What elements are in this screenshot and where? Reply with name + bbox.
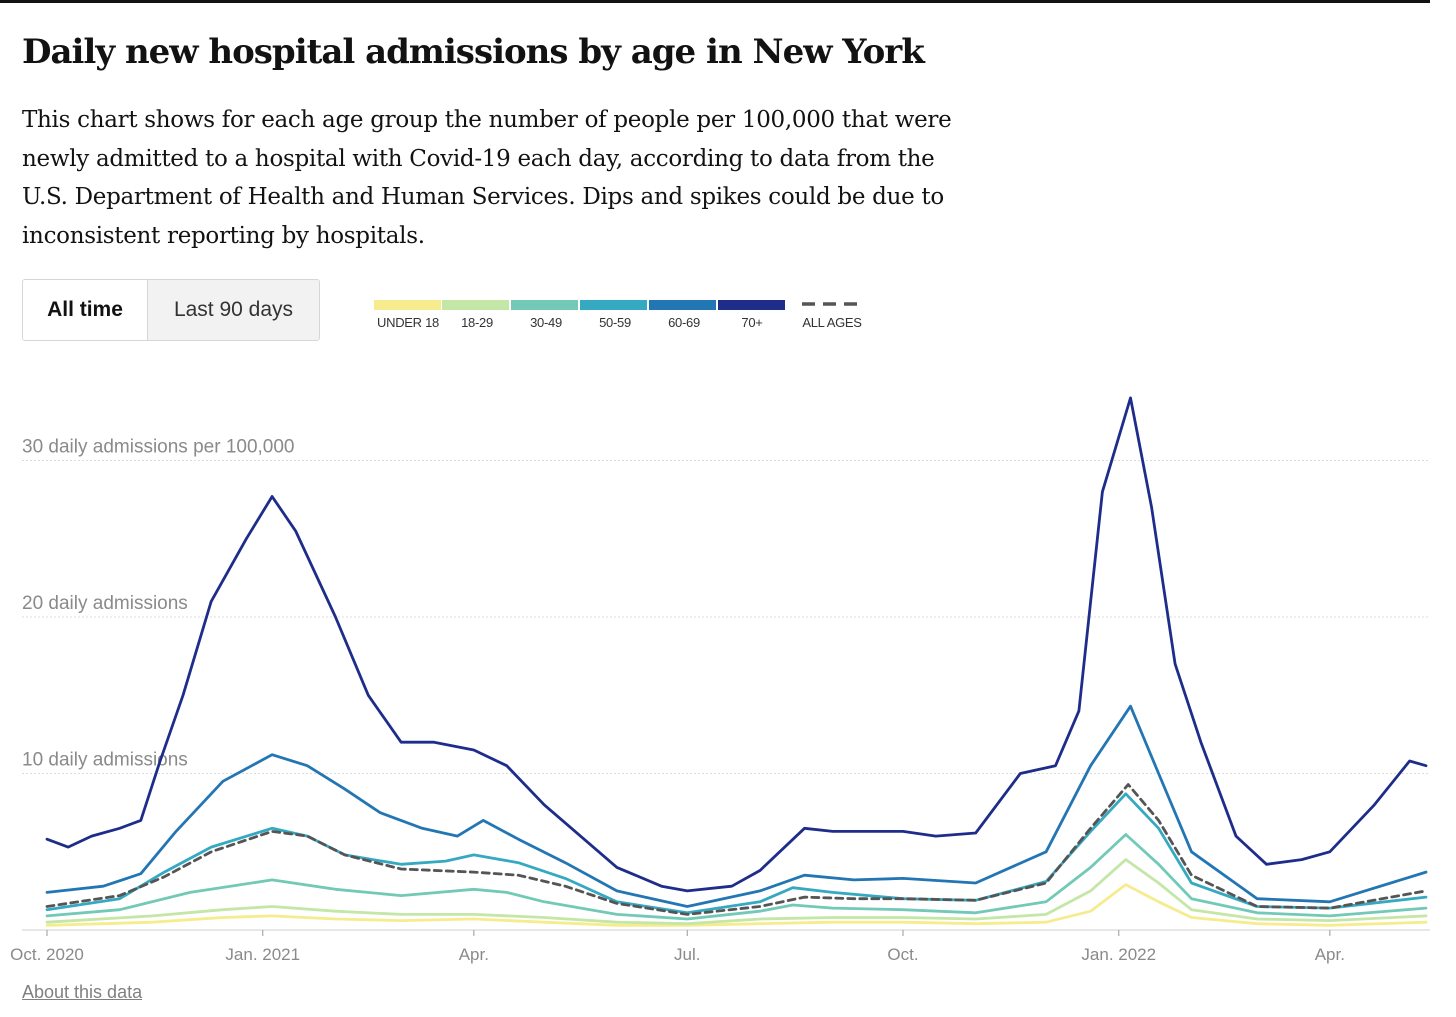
series-line-under-18 bbox=[45, 883, 1428, 927]
last-90-days-button[interactable]: Last 90 days bbox=[147, 280, 319, 340]
series-line-70-plus bbox=[45, 396, 1428, 893]
series-line-60-69 bbox=[45, 704, 1428, 908]
y-tick-label: 10 daily admissions bbox=[22, 750, 188, 771]
y-tick-label: 30 daily admissions per 100,000 bbox=[22, 437, 295, 458]
legend-swatch-50-59 bbox=[580, 300, 647, 310]
x-tick-label: Apr. bbox=[459, 945, 489, 964]
legend-swatch-70-plus bbox=[718, 300, 785, 310]
legend-label-under-18: UNDER 18 bbox=[377, 315, 439, 330]
legend-label-18-29: 18-29 bbox=[461, 315, 493, 330]
time-range-toggle: All time Last 90 days bbox=[22, 279, 320, 341]
x-tick-label: Jan. 2022 bbox=[1081, 945, 1156, 964]
series-line-50-59 bbox=[45, 792, 1428, 915]
legend-swatch-all-ages bbox=[802, 302, 864, 306]
legend-label-50-59: 50-59 bbox=[599, 315, 631, 330]
series-line-all-ages bbox=[45, 783, 1428, 916]
about-this-data-link[interactable]: About this data bbox=[22, 982, 143, 1002]
legend-label-60-69: 60-69 bbox=[668, 315, 700, 330]
series-line-18-29 bbox=[45, 858, 1428, 926]
x-tick-label: Jul. bbox=[674, 945, 700, 964]
admissions-line-chart: 10 daily admissions 20 daily admissions 30… bbox=[10, 396, 1430, 964]
legend-label-30-49: 30-49 bbox=[530, 315, 562, 330]
all-time-button[interactable]: All time bbox=[23, 280, 147, 340]
legend-label-70-plus: 70+ bbox=[741, 315, 763, 330]
top-rule bbox=[0, 0, 1430, 3]
chart-title: Daily new hospital admissions by age in … bbox=[22, 32, 925, 72]
x-tick-label: Oct. bbox=[887, 945, 918, 964]
chart-description: This chart shows for each age group the … bbox=[22, 107, 952, 249]
legend-swatch-30-49 bbox=[511, 300, 578, 310]
x-tick-label: Oct. 2020 bbox=[10, 945, 84, 964]
x-tick-label: Jan. 2021 bbox=[225, 945, 300, 964]
y-tick-label: 20 daily admissions bbox=[22, 593, 188, 614]
legend-swatch-under-18 bbox=[374, 300, 441, 310]
legend-swatch-60-69 bbox=[649, 300, 716, 310]
legend-swatch-18-29 bbox=[442, 300, 509, 310]
x-tick-label: Apr. bbox=[1315, 945, 1345, 964]
series-line-30-49 bbox=[45, 833, 1428, 921]
legend-label-all-ages: ALL AGES bbox=[802, 315, 862, 330]
